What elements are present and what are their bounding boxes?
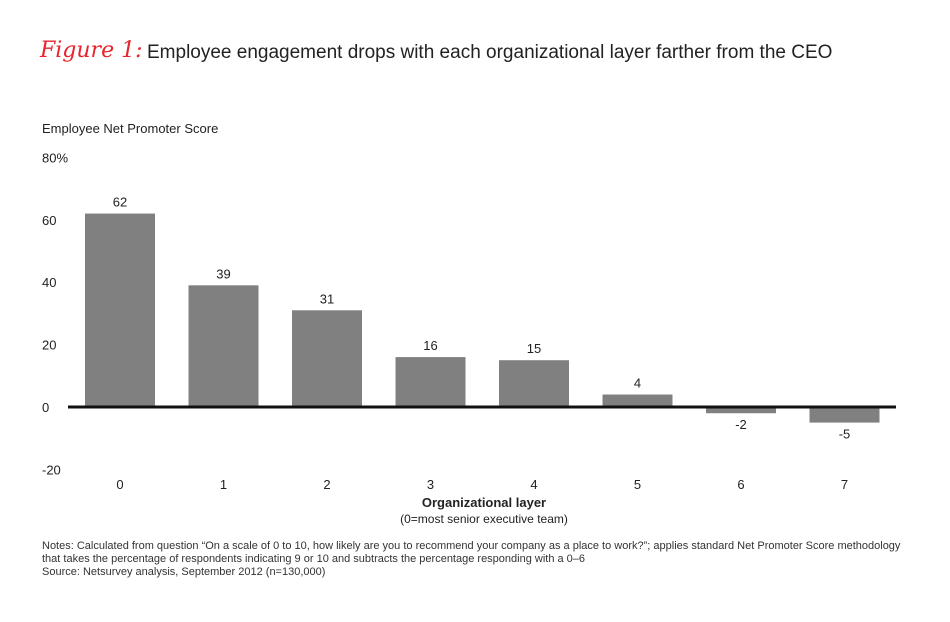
x-tick-label: 3 <box>427 477 434 492</box>
y-tick-label: 60 <box>42 213 56 228</box>
bar <box>292 310 362 407</box>
x-tick-label: 7 <box>841 477 848 492</box>
notes: Notes: Calculated from question “On a sc… <box>42 540 900 579</box>
x-tick-label: 6 <box>737 477 744 492</box>
y-tick-label: 0 <box>42 400 49 415</box>
note-line: Notes: Calculated from question “On a sc… <box>42 540 901 552</box>
y-tick-label: 40 <box>42 275 56 290</box>
data-label: -5 <box>839 427 851 442</box>
y-axis-label: Employee Net Promoter Score <box>42 121 219 136</box>
y-tick-label: 20 <box>42 338 56 353</box>
bar <box>85 213 155 407</box>
y-tick-label: -20 <box>42 462 61 477</box>
x-tick-label: 1 <box>220 477 227 492</box>
chart-title: Employee engagement drops with each orga… <box>147 42 833 63</box>
data-label: 16 <box>423 338 437 353</box>
x-tick-label: 0 <box>116 477 123 492</box>
bar <box>602 394 673 407</box>
data-label: 15 <box>527 341 541 356</box>
x-tick-label: 5 <box>634 477 641 492</box>
note-line: that takes the percentage of respondents… <box>42 553 586 565</box>
figure-label: Figure 1: <box>40 38 143 63</box>
x-tick-label: 4 <box>530 477 537 492</box>
data-label: 31 <box>320 291 334 306</box>
data-label: 39 <box>216 266 230 281</box>
bar <box>395 357 466 407</box>
note-line: Source: Netsurvey analysis, September 20… <box>42 566 326 578</box>
data-label: -2 <box>735 417 747 432</box>
bar <box>188 285 259 407</box>
data-label: 4 <box>634 376 641 391</box>
bar <box>706 407 776 414</box>
x-axis-sublabel: (0=most senior executive team) <box>400 512 568 526</box>
x-axis-label: Organizational layer <box>422 495 546 510</box>
bar <box>809 407 880 423</box>
x-tick-label: 2 <box>323 477 330 492</box>
y-tick-label: 80% <box>42 150 68 165</box>
bar <box>499 360 569 407</box>
data-label: 62 <box>113 195 127 210</box>
